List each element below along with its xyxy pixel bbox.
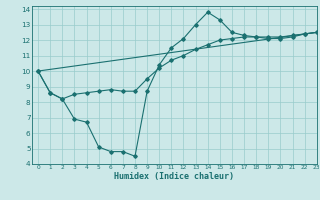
X-axis label: Humidex (Indice chaleur): Humidex (Indice chaleur) [115, 172, 234, 181]
